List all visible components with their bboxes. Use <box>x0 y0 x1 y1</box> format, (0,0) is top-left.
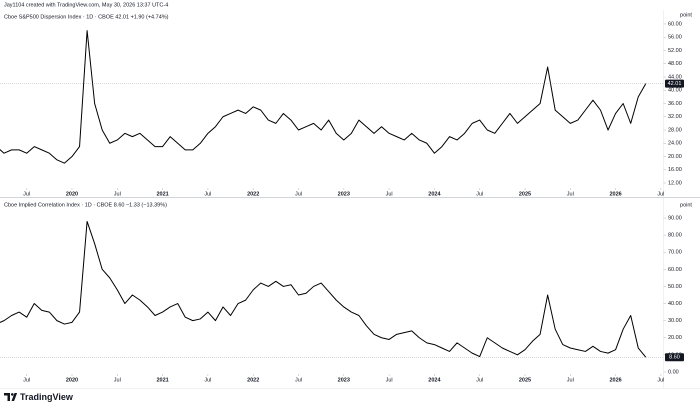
y-tick-label: 40.00 <box>668 301 682 307</box>
x-tick-label: 2022 <box>247 191 259 197</box>
y-tick-label: 28.00 <box>668 127 682 133</box>
logo-dot <box>11 393 14 396</box>
logo-icon <box>4 393 18 401</box>
last-price-box <box>665 353 684 362</box>
x-tick-label: 2025 <box>519 377 531 383</box>
y-tick-label: 24.00 <box>668 141 682 147</box>
x-tick-label: Jul <box>114 377 121 383</box>
x-tick-label: Jul <box>386 191 393 197</box>
y-tick-label: 80.00 <box>668 233 682 239</box>
chart-title: Cboe S&P500 Dispersion Index · 1D · CBOE… <box>4 14 169 20</box>
x-tick-label: 2022 <box>247 377 259 383</box>
x-tick-label: 2025 <box>519 191 531 197</box>
x-tick-label: 2023 <box>338 191 350 197</box>
x-tick-label: Jul <box>386 377 393 383</box>
y-tick-label: 52.00 <box>668 48 682 54</box>
x-tick-label: Jul <box>476 191 483 197</box>
y-tick-label: 90.00 <box>668 215 682 221</box>
y-tick-label: 50.00 <box>668 284 682 290</box>
x-tick-label: Jul <box>295 377 302 383</box>
y-tick-label: 36.00 <box>668 101 682 107</box>
x-tick-label: 2020 <box>66 191 78 197</box>
y-tick-label: 0.00 <box>668 369 679 375</box>
x-tick-label: Jul <box>204 377 211 383</box>
x-tick-label: Jul <box>657 377 664 383</box>
y-tick-label: 30.00 <box>668 318 682 324</box>
chart-title: Cboe Implied Correlation Index · 1D · CB… <box>4 202 167 208</box>
y-tick-label: 60.00 <box>668 21 682 27</box>
x-tick-label: 2026 <box>609 191 621 197</box>
x-tick-label: 2024 <box>428 191 441 197</box>
x-tick-label: 2021 <box>156 377 168 383</box>
x-tick-label: Jul <box>567 377 574 383</box>
x-tick-label: 2023 <box>338 377 350 383</box>
y-tick-label: 44.00 <box>668 74 682 80</box>
last-price-box <box>665 79 684 88</box>
x-tick-label: Jul <box>23 191 30 197</box>
x-tick-label: 2020 <box>66 377 78 383</box>
series-line <box>0 220 647 358</box>
y-tick-label: 32.00 <box>668 114 682 120</box>
y-tick-label: 20.00 <box>668 335 682 341</box>
y-tick-label: 16.00 <box>668 167 682 173</box>
x-tick-label: Jul <box>295 191 302 197</box>
x-tick-label: 2021 <box>156 191 168 197</box>
y-tick-label: 70.00 <box>668 250 682 256</box>
last-price-label: 42.01 <box>668 81 682 87</box>
logo-text: TradingView <box>20 392 74 402</box>
x-tick-label: 2024 <box>428 377 441 383</box>
axis-unit: point <box>680 202 692 208</box>
logo: TradingView <box>4 392 74 402</box>
attribution: Jay1104 created with TradingView.com, Ma… <box>4 2 168 8</box>
x-tick-label: Jul <box>204 191 211 197</box>
series-line <box>0 30 647 164</box>
y-tick-label: 48.00 <box>668 61 682 67</box>
x-tick-label: Jul <box>114 191 121 197</box>
y-tick-label: 20.00 <box>668 154 682 160</box>
last-price-label: 8.60 <box>669 355 680 361</box>
x-tick-label: Jul <box>23 377 30 383</box>
x-tick-label: Jul <box>567 191 574 197</box>
x-tick-label: Jul <box>657 191 664 197</box>
x-tick-label: Jul <box>476 377 483 383</box>
y-tick-label: 56.00 <box>668 35 682 41</box>
y-tick-label: 60.00 <box>668 267 682 273</box>
x-tick-label: 2026 <box>609 377 621 383</box>
y-tick-label: 40.00 <box>668 88 682 94</box>
y-tick-label: 12.00 <box>668 180 682 186</box>
axis-unit: point <box>680 12 692 18</box>
